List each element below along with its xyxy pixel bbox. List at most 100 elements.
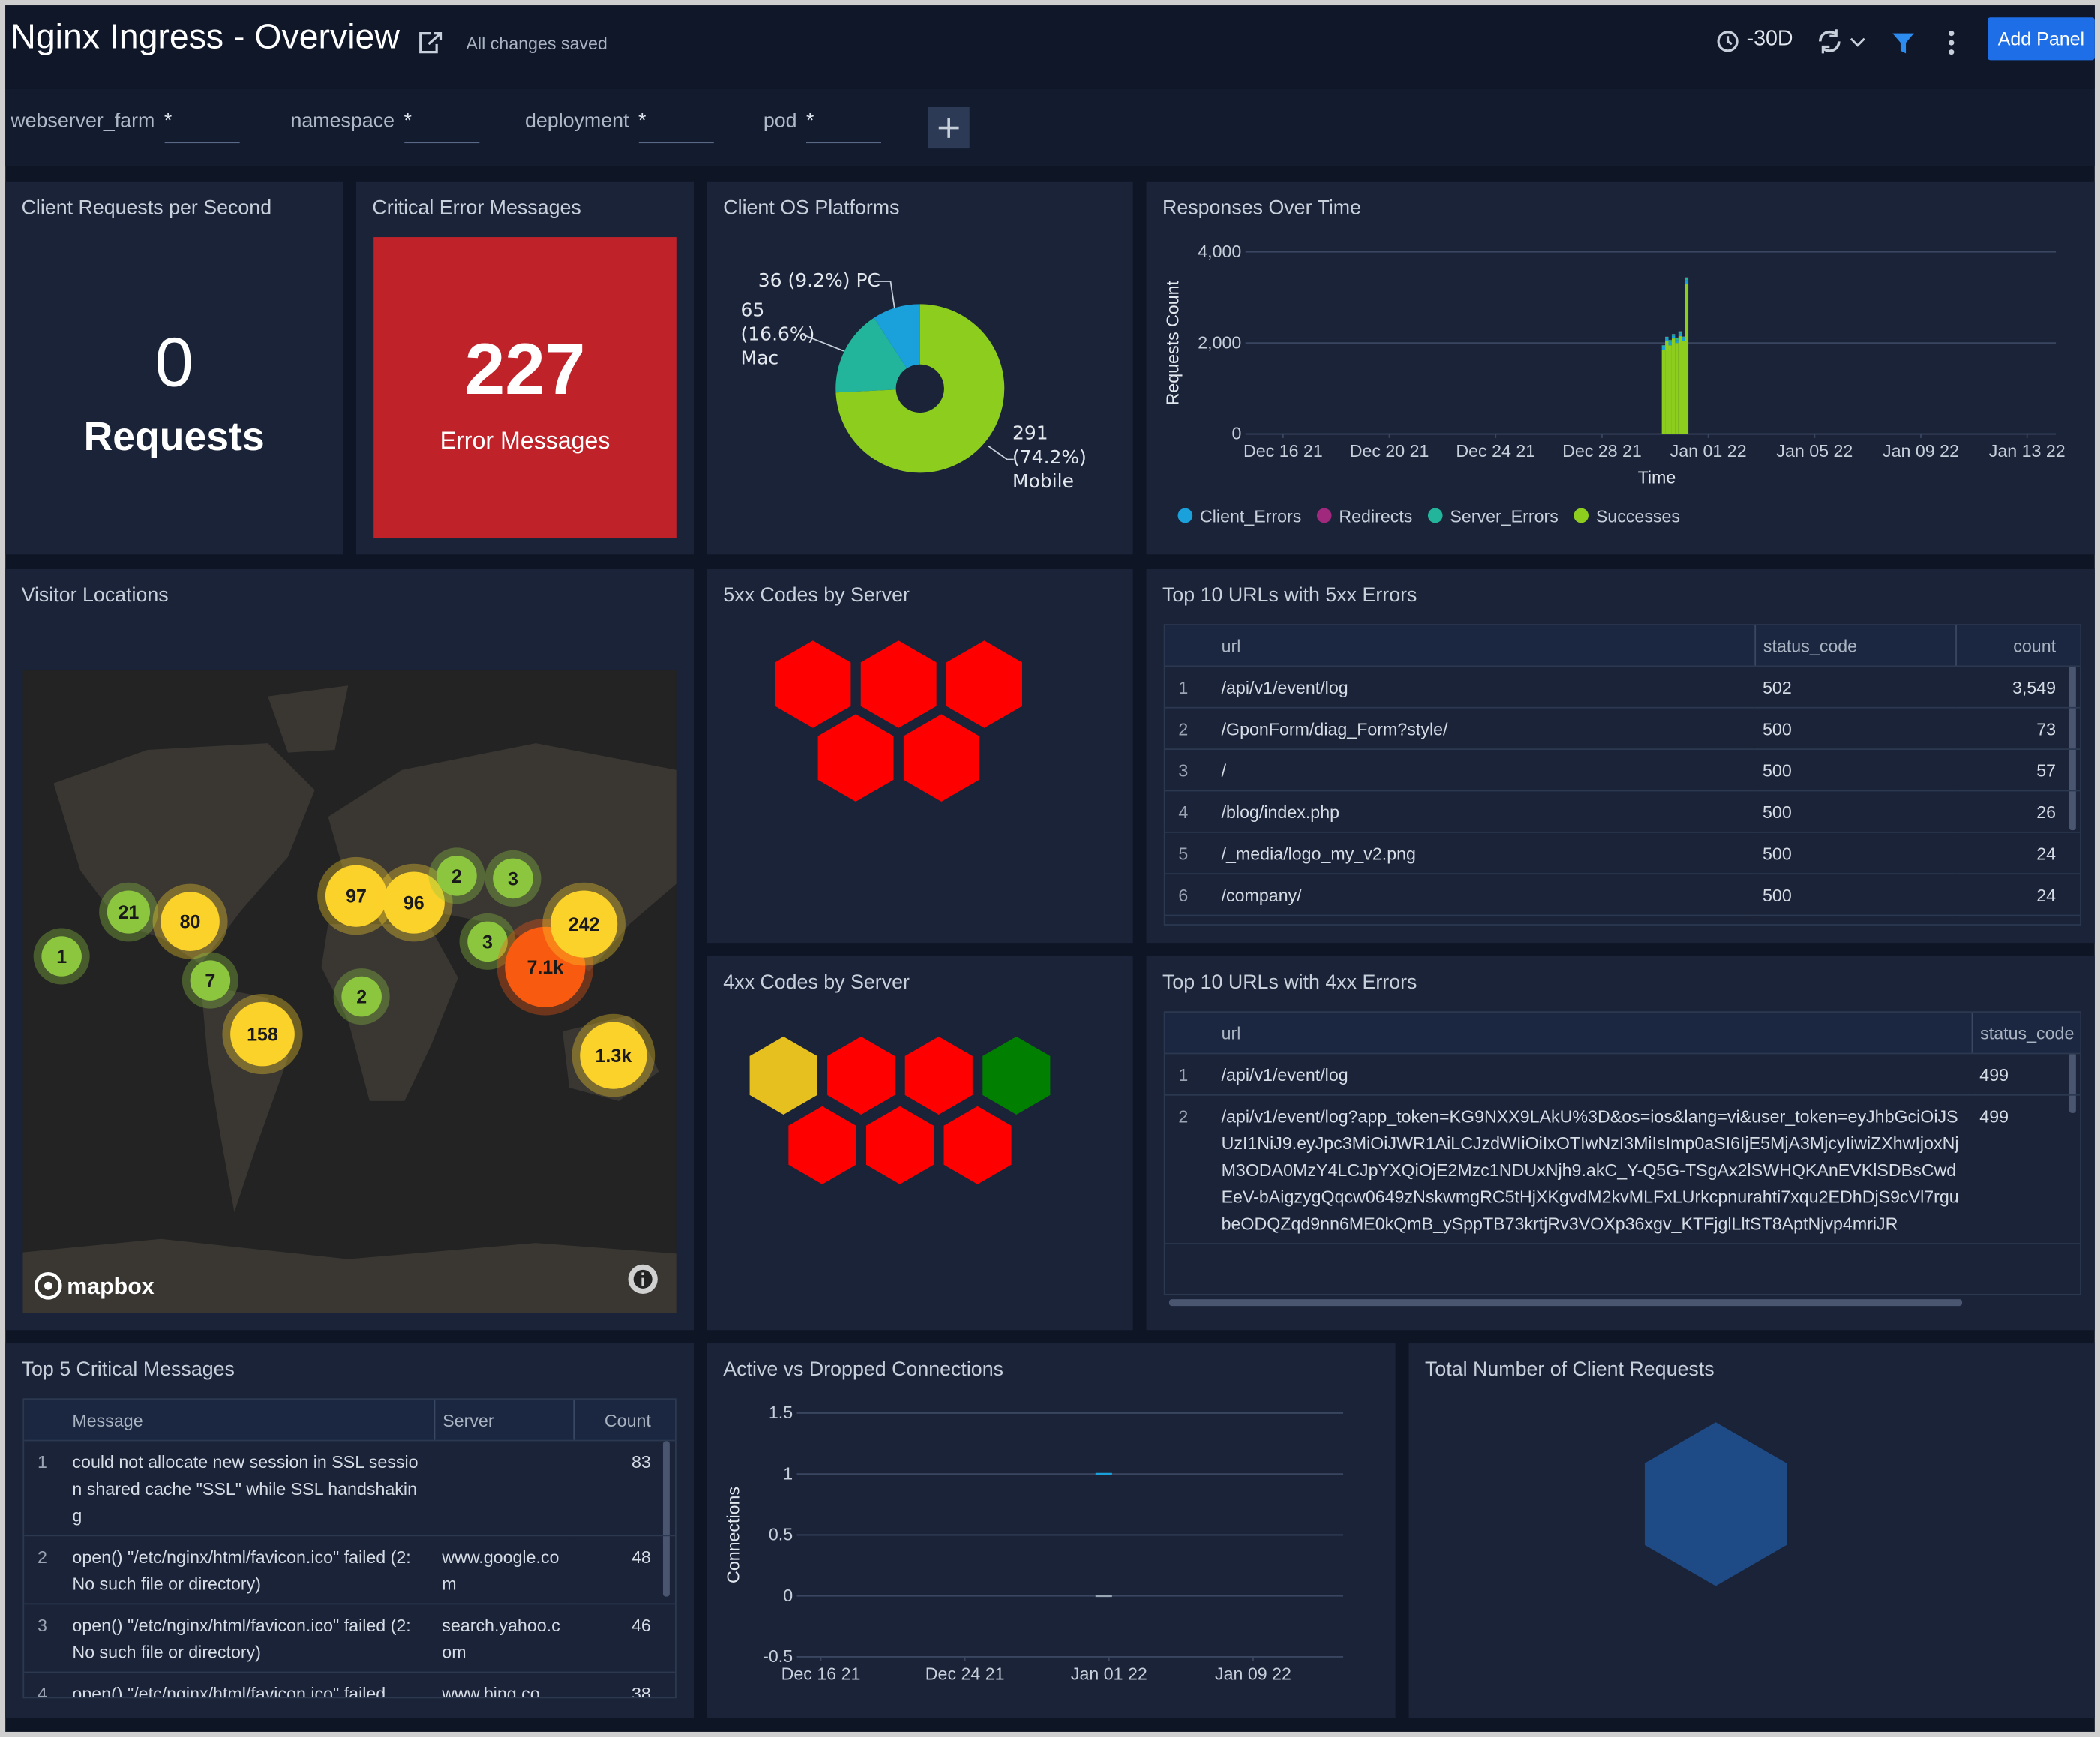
table-cell: 73 [1955,707,2080,750]
map-marker [580,1022,647,1089]
table-cell: 38 [573,1672,676,1697]
table-cell: 5 [1165,832,1214,875]
table: Message Server Count 1 could not allocate ne… [22,1398,676,1699]
table-header-cell: Server [433,1400,574,1442]
y-tick-label: 1 [783,1463,793,1483]
pie-slice [836,304,1005,473]
map-marker-label: 96 [404,893,424,914]
bar-segment [1682,340,1685,434]
table-cell: /_media/logo_my_v2.png [1213,832,1755,875]
map-info-icon[interactable] [628,1264,658,1294]
add-panel-button[interactable]: Add Panel [1988,17,2095,61]
y-tick-label: 0 [1232,424,1241,443]
honeycomb-cell [1642,1420,1789,1588]
table-header-cell [24,1400,64,1442]
dashboard-title: Nginx Ingress - Overview [10,16,400,56]
bar-segment [1678,331,1682,334]
pie-value-label: 291 (74.2%) [1012,423,1087,469]
table-header-cell: url [1213,1012,1972,1054]
map-marker-label: 2 [356,987,367,1008]
x-tick-label: Jan 01 22 [1071,1664,1148,1683]
more-icon[interactable] [1942,28,1960,58]
panel-title: Client Requests per Second [21,196,272,220]
table-header-row: Message Server Count [24,1400,676,1442]
table-row: 1/api/v1/event/log 499 [1165,1053,2080,1096]
time-range[interactable]: -30D [1746,28,1793,51]
honeycomb-cell [859,638,939,730]
table-cell: 1 [1165,666,1214,709]
x-tick-label: Jan 01 22 [1670,441,1747,460]
table: url status_code 1/api/v1/event/log 499 2/api… [1163,1011,2081,1295]
table-body: 1/api/v1/event/log 502 3,549 2/GponForm/dia… [1165,666,2080,916]
table-cell: /GponForm/diag_Form?style/ [1213,707,1755,750]
share-icon[interactable] [416,28,445,58]
bar-segment [1661,345,1666,347]
bar-segment [1665,340,1669,434]
panel-title: Responses Over Time [1162,196,1361,220]
table-row: 2/api/v1/event/log?app_token=KG9NXX9LAkU… [1165,1094,2080,1244]
bar-segment [1665,336,1669,339]
map-marker [160,892,220,951]
map-marker [550,890,618,958]
pie-leaders [803,280,1014,460]
table-cell: 48 [573,1535,676,1605]
map-marker [325,865,388,927]
map-marker-label: 3 [482,932,493,952]
table-cell: open() "/etc/nginx/html/favicon.ico" fai… [64,1672,434,1697]
bar-segment [1678,336,1682,434]
map-attribution-logo [34,1271,62,1300]
table-cell: 500 [1754,749,1956,792]
table-cell: /api/v1/event/log [1213,1053,1972,1096]
refresh-icon[interactable] [1815,27,1874,56]
table-row: 6/company/500 24 [1165,874,2080,916]
panel: Client OS Platforms [706,182,1133,555]
filter-icon[interactable] [1888,28,1918,58]
table-cell: 500 [1754,707,1956,750]
map-marker-label: 80 [180,912,201,933]
bar-segment [1668,345,1672,434]
honeycomb-cell [815,712,896,805]
honeycomb-cell [786,1103,859,1186]
stat-value: 0 [154,322,194,400]
map-marker-label: 97 [346,886,367,908]
table-cell: open() "/etc/nginx/html/favicon.ico" fai… [64,1535,434,1605]
map-attribution: mapbox [67,1274,154,1299]
pie-category-label: Mobile [1012,471,1075,494]
filter-label: deployment [525,110,629,133]
filter: deployment * [525,110,714,144]
table-head: url status_code [1165,1012,2080,1054]
y-axis-label: Requests Count [1162,280,1182,405]
y-axis-label: Connections [724,1486,743,1583]
add-filter-button[interactable] [928,106,970,149]
table-header-cell: url [1213,625,1755,668]
table-row: 4 open() "/etc/nginx/html/favicon.ico" fa… [24,1672,676,1697]
table-cell: 500 [1754,832,1956,875]
table-cell: 24 [1955,832,2080,875]
map-marker [190,960,231,1000]
panel-title: Top 10 URLs with 4xx Errors [1162,970,1418,994]
honeycomb-cell [903,1034,975,1118]
filter-value[interactable]: * [404,110,479,144]
panel-title: Visitor Locations [21,584,169,607]
map-marker [436,856,477,896]
x-tick-label: Dec 16 21 [1244,441,1323,460]
map-marker [41,936,82,976]
panel-title: 4xx Codes by Server [723,970,910,994]
table-cell: 57 [1955,749,2080,792]
filter-value[interactable]: * [806,110,882,144]
table-cell: 500 [1754,874,1956,916]
filter-value[interactable]: * [638,110,714,144]
table-row: 2 open() "/etc/nginx/html/favicon.ico" fa… [24,1535,676,1605]
filter-label: webserver_farm [10,110,155,133]
legend-label: Successes [1596,506,1680,526]
bar-segment [1671,338,1676,434]
table-cell: 3 [24,1604,64,1673]
table-header-cell: status_code [1970,1012,2080,1054]
table-header-cell: count [1954,625,2080,668]
clock-icon[interactable] [1714,28,1742,56]
x-tick-label: Jan 09 22 [1882,441,1959,460]
map-marker [341,976,382,1017]
filter-value[interactable]: * [164,110,239,144]
